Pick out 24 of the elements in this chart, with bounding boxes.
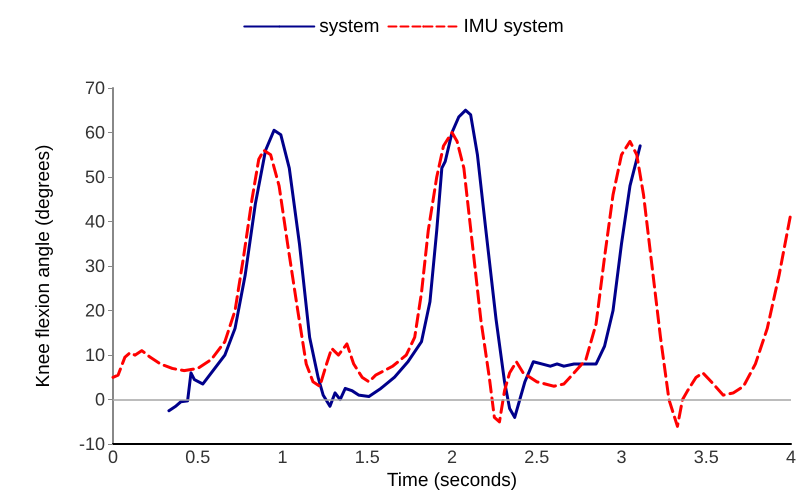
y-tick-label: 30 xyxy=(84,256,105,276)
x-tick-label: 4 xyxy=(786,447,796,468)
x-tick-label: 1.5 xyxy=(354,447,380,468)
x-tick-label: 0 xyxy=(108,447,118,468)
y-tick-label: 60 xyxy=(84,122,105,143)
y-axis-title: Knee flexion angle (degrees) xyxy=(33,144,54,388)
legend-label: system xyxy=(319,16,380,37)
x-tick-label: 1 xyxy=(277,447,288,468)
x-tick-label: 3 xyxy=(616,447,627,468)
x-tick-label: 3.5 xyxy=(694,447,719,468)
line-series xyxy=(112,131,792,428)
y-tick-label: 40 xyxy=(84,212,105,232)
x-tick-label: 2.5 xyxy=(524,447,550,468)
x-axis-title: Time (seconds) xyxy=(386,470,518,491)
x-tick-label: 0.5 xyxy=(185,447,210,468)
y-tick-label: 70 xyxy=(84,78,105,98)
y-tick-label: 10 xyxy=(84,345,105,366)
y-tick-label: 20 xyxy=(84,300,105,321)
legend-label: IMU system xyxy=(463,16,564,37)
x-tick-label: 2 xyxy=(446,447,458,468)
y-tick-label: 50 xyxy=(84,167,105,188)
line-series xyxy=(167,108,642,419)
y-tick-label: 0 xyxy=(94,390,105,410)
y-tick-label: -10 xyxy=(78,434,105,454)
